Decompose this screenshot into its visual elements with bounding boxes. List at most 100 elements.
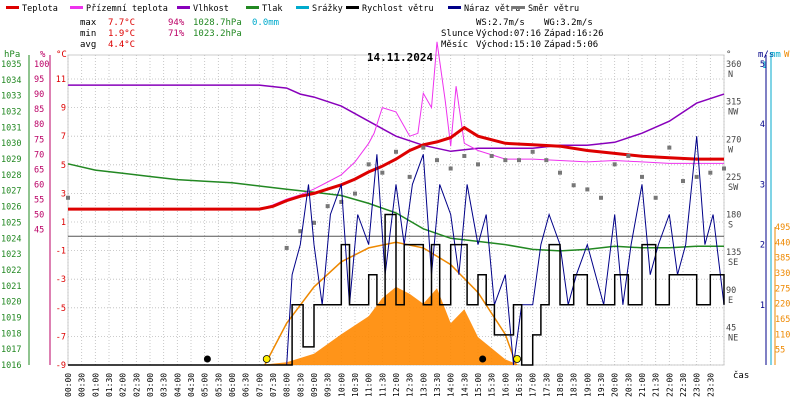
wind-direction-point [667, 145, 672, 150]
axis-pct-label: % [40, 50, 46, 60]
axis-pct-tick: 100 [34, 60, 49, 70]
axis-pct-tick: 80 [34, 120, 44, 130]
x-tick-label: 09:30 [324, 373, 333, 397]
x-tick-label: 02:00 [119, 373, 128, 397]
stat-wind-gust: WG:3.2m/s [544, 18, 593, 28]
legend-swatch-5 [296, 6, 309, 9]
axis-hpa-tick: 1022 [1, 266, 21, 276]
legend-swatch-3 [177, 6, 190, 9]
axis-temp-tick: -3 [56, 275, 66, 285]
wind-direction-point [503, 158, 508, 163]
axis-dir-tick: 180 [726, 211, 741, 221]
x-tick-label: 03:30 [160, 373, 169, 397]
stat-wind-speed: WS:2.7m/s [476, 18, 525, 28]
wind-direction-point [462, 153, 467, 158]
axis-hpa-tick: 1019 [1, 313, 21, 323]
stat-temp-avg: 4.4°C [108, 40, 135, 50]
x-tick-label: 01:00 [91, 373, 100, 397]
series [66, 41, 726, 366]
x-tick-label: 08:30 [296, 373, 305, 397]
stat-sunrise: Východ:07:16 [476, 29, 541, 39]
sunset-marker [513, 355, 521, 363]
axis-pct-tick: 70 [34, 150, 44, 160]
axis-dir-name: E [728, 296, 733, 306]
wind-direction-point [681, 179, 685, 184]
x-tick-label: 03:00 [146, 373, 155, 397]
x-tick-label: 17:30 [542, 373, 551, 397]
axis-pct-tick: 85 [34, 105, 44, 115]
axis-ms-tick: 5 [760, 60, 765, 70]
axis-hpa-tick: 1030 [1, 139, 21, 149]
x-tick-label: 16:00 [501, 373, 510, 397]
axis-hpa-tick: 1021 [1, 282, 21, 292]
wind-direction-point [626, 153, 631, 158]
axis-dir-label: ° [726, 50, 731, 60]
axis-wm2-tick: 275 [775, 284, 790, 294]
wind-direction-point [298, 229, 303, 234]
x-tick-label: 16:30 [515, 373, 524, 397]
wind-direction-point [653, 195, 658, 200]
x-tick-label: 14:00 [447, 373, 456, 397]
legend-swatch-1 [6, 6, 19, 9]
axis-dir-tick: 360 [726, 60, 741, 70]
x-tick-label: 05:30 [214, 373, 223, 397]
axis-hpa-tick: 1028 [1, 171, 21, 181]
wind-direction-point [448, 166, 453, 171]
wind-direction-point [366, 162, 371, 167]
x-tick-label: 21:00 [638, 373, 647, 397]
x-tick-label: 12:30 [406, 373, 415, 397]
legend-label-2: Přízemní teplota [86, 4, 168, 14]
axis-temp-tick: -7 [56, 332, 66, 342]
wind-speed-line [68, 213, 725, 366]
axis-wm2-tick: 440 [775, 238, 790, 248]
x-tick-label: 01:30 [105, 373, 114, 397]
axis-hpa-tick: 1025 [1, 218, 21, 228]
stat-moonset: Západ:5:06 [544, 40, 598, 50]
legend: Teplota Přízemní teplota Vlhkost Tlak Srážky… [6, 4, 579, 14]
axis-pct-tick: 50 [34, 211, 44, 221]
axis-dir-tick: 315 [726, 98, 741, 108]
x-tick-label: 00:30 [78, 373, 87, 397]
axis-hpa-tick: 1018 [1, 329, 21, 339]
x-tick-label: 11:00 [365, 373, 374, 397]
sunrise-marker [262, 355, 271, 363]
axis-ms-tick: 4 [760, 120, 765, 130]
axis-hpa-tick: 1027 [1, 187, 21, 197]
axis-hpa-tick: 1026 [1, 203, 21, 213]
axis-wm2-tick: 385 [775, 254, 790, 264]
x-tick-label: 23:30 [706, 373, 715, 397]
axis-wm2-tick: 495 [775, 223, 790, 233]
axis-wm2-tick: 55 [775, 346, 785, 356]
x-tick-label: 19:30 [597, 373, 606, 397]
axis-wm2-tick: 110 [775, 330, 790, 340]
x-tick-label: 18:00 [556, 373, 565, 397]
x-tick-label: 15:30 [488, 373, 497, 397]
x-tick-label: 02:30 [132, 373, 141, 397]
x-tick-label: 08:00 [283, 373, 292, 397]
axis-dir-name: SE [728, 258, 738, 268]
legend-label-7: Náraz větru [464, 4, 520, 14]
wind-direction-point [694, 174, 699, 179]
axis-dir-tick: 225 [726, 173, 741, 183]
wind-direction-point [284, 245, 289, 250]
x-tick-labels: 00:00 00:30 01:00 01:30 02:00 02:30 03:00 03:30… [64, 373, 715, 397]
pressure-line [67, 163, 724, 252]
axis-hpa-tick: 1024 [1, 234, 21, 244]
axis-temp-tick: 11 [56, 75, 66, 85]
axis-hpa-tick: 1032 [1, 108, 21, 118]
wind-direction-point [489, 153, 494, 158]
axis-ms-tick: 3 [760, 180, 765, 190]
axis-wm2-tick: 330 [775, 269, 790, 279]
wind-direction-point [380, 170, 385, 175]
x-tick-label: 23:00 [693, 373, 702, 397]
wind-direction-point [708, 170, 713, 175]
wind-direction-point [571, 183, 576, 188]
axis-hpa-tick: 1029 [1, 155, 21, 165]
stat-rain-max: 0.0mm [252, 18, 279, 28]
axis-pct-tick: 55 [34, 195, 44, 205]
stat-sunset: Západ:16:26 [544, 29, 604, 39]
axis-hpa-tick: 1020 [1, 298, 21, 308]
x-tick-label: 20:00 [611, 373, 620, 397]
axis-temp-tick: -1 [56, 247, 66, 257]
